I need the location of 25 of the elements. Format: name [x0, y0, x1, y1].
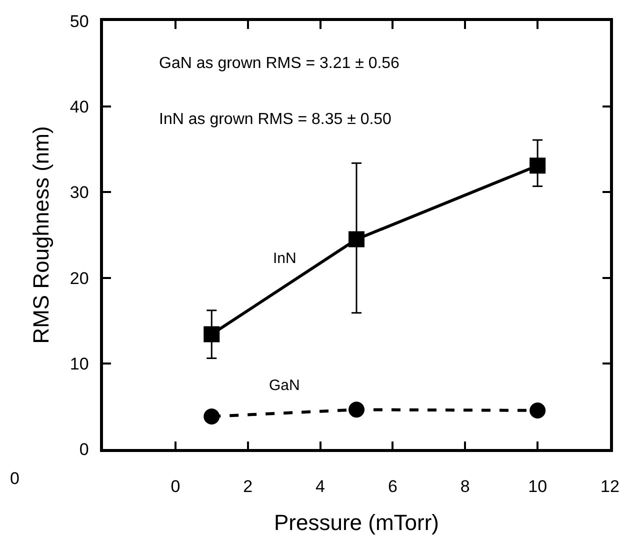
annotation: InN as grown RMS = 8.35 ± 0.50	[159, 111, 392, 128]
y-tick-label: 20	[70, 268, 89, 288]
y-tick-label: 40	[70, 98, 89, 117]
point	[204, 408, 220, 424]
series-label: InN	[273, 250, 296, 267]
y-axis-title: RMS Roughness (nm)	[28, 126, 54, 344]
x-tick-label: 2	[243, 477, 253, 496]
x-tick-label: 12	[600, 477, 620, 496]
x-axis-title: Pressure (mTorr)	[274, 510, 440, 536]
y-tick-label: 30	[70, 183, 89, 202]
point	[348, 231, 364, 248]
x-tick-label: 4	[316, 477, 326, 496]
x-tick-label: 8	[460, 477, 470, 496]
y-tick-label: 10	[70, 354, 89, 374]
series-label: GaN	[269, 377, 300, 394]
y-tick-label: 50	[70, 12, 89, 31]
point	[530, 402, 546, 418]
x-tick-label: 6	[388, 477, 398, 496]
point	[348, 402, 364, 418]
y-tick-label: 0	[79, 440, 89, 459]
annotation: GaN as grown RMS = 3.21 ± 0.56	[159, 55, 400, 72]
point	[530, 158, 546, 174]
point	[204, 326, 220, 342]
x-tick-label: 10	[528, 477, 548, 496]
x-tick-label: 0	[170, 477, 180, 496]
